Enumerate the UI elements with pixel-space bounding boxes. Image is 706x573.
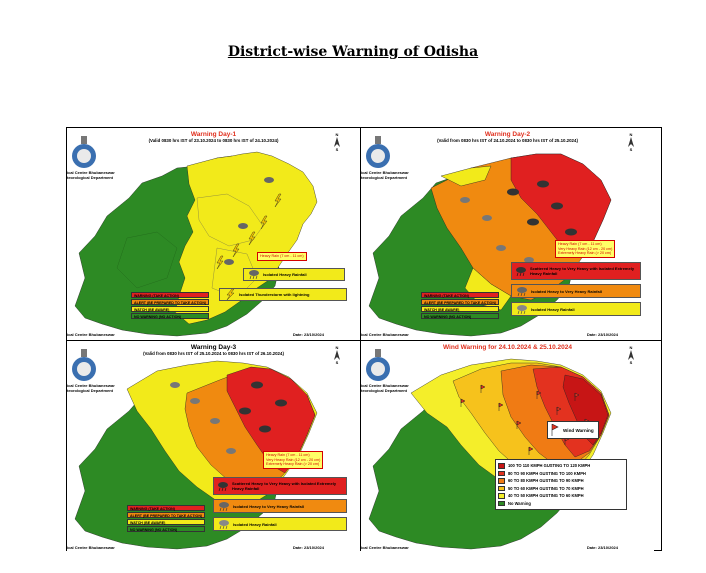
- bottom-centre-name: ical Centre Bhubaneswar: [361, 545, 409, 550]
- centre-name: ical Centre Bhubaneswar teorological Depa…: [361, 170, 409, 180]
- imd-logo-icon: [363, 132, 393, 172]
- wind-date: Date: 23/10/2024: [586, 545, 618, 550]
- day1-title: Warning Day-1: [190, 131, 237, 138]
- centre-name: ical Centre Bhubaneswar teorological Depa…: [67, 170, 115, 180]
- day2-legend-row-1: Scattered Heavy to Very Heavy with Isola…: [511, 262, 641, 280]
- imd-logo-icon: [69, 345, 99, 385]
- day2-panel: ical Centre Bhubaneswar teorological Depa…: [361, 128, 654, 340]
- heavy-rain-cloud-icon: [515, 266, 527, 277]
- rain-cloud-icon: [224, 177, 274, 265]
- day1-legend-row-2: Isolated Thunderstorm with lightning: [219, 288, 347, 301]
- day1-subtitle: (Valid 0830 hrs IST of 23.10.2024 to 083…: [148, 138, 279, 143]
- day2-rain-box: Heavy Rain (7 cm - 11 cm) Very Heavy Rai…: [555, 240, 616, 258]
- day1-rain-box: Heavy Rain (7 cm - 11 cm): [257, 252, 307, 261]
- north-arrow-icon: N S: [334, 132, 340, 152]
- day3-subtitle: (Valid from 0830 hrs IST of 25.10.2024 t…: [143, 351, 284, 356]
- rain-cloud-icon: [170, 382, 236, 454]
- day1-panel: ical Centre Bhubaneswar teorological Depa…: [67, 128, 360, 340]
- day1-warning-key: WARNING (TAKE ACTION) ALERT (BE PREPARED…: [131, 292, 210, 320]
- day3-title: Warning Day-3: [190, 344, 237, 351]
- grid-divider-vertical: [360, 128, 361, 550]
- wind-warning-box: Wind Warning: [547, 421, 599, 439]
- lightning-icon: [223, 289, 236, 300]
- imd-logo-icon: [69, 132, 99, 172]
- wind-title: Wind Warning for 24.10.2024 & 25.10.2024: [442, 344, 573, 351]
- heavy-rain-cloud-icon: [239, 381, 287, 433]
- day3-date: Date: 23/10/2024: [292, 545, 324, 550]
- rain-cloud-icon: [460, 197, 534, 263]
- day3-rain-box: Heavy Rain (7 cm - 11 cm) Very Heavy Rai…: [263, 451, 324, 469]
- wind-flag-icon: [551, 423, 559, 437]
- heavy-rain-cloud-icon: [217, 481, 229, 492]
- day2-date: Date: 23/10/2024: [586, 332, 618, 337]
- rain-cloud-icon: [247, 269, 260, 280]
- day2-title: Warning Day-2: [484, 131, 531, 138]
- day2-warning-key: WARNING (TAKE ACTION) ALERT (BE PREPARED…: [421, 292, 500, 320]
- day1-date: Date: 23/10/2024: [292, 332, 324, 337]
- rain-cloud-icon: [515, 304, 528, 315]
- day3-legend-row-3: Isolated Heavy Rainfall: [213, 517, 347, 531]
- day1-odisha-map: [74, 151, 318, 337]
- heavy-rain-cloud-icon: [507, 180, 577, 236]
- day2-legend-row-2: Isolated Heavy to Very Heavy Rainfall: [511, 284, 641, 298]
- rain-cloud-icon: [217, 519, 230, 530]
- grid-divider-horizontal: [67, 340, 661, 341]
- north-arrow-icon: N S: [628, 132, 634, 152]
- warning-maps-grid: ical Centre Bhubaneswar teorological Depa…: [66, 127, 662, 553]
- centre-name: ical Centre Bhubaneswar teorological Depa…: [361, 383, 409, 393]
- north-arrow-icon: N S: [334, 345, 340, 365]
- day3-legend-row-2: Isolated Heavy to Very Heavy Rainfall: [213, 499, 347, 513]
- day2-legend-row-3: Isolated Heavy Rainfall: [511, 302, 641, 316]
- bottom-centre-name: ical Centre Bhubaneswar: [67, 545, 115, 550]
- rain-cloud-icon: [515, 286, 528, 297]
- imd-logo-icon: [363, 345, 393, 385]
- page-title: District-wise Warning of Odisha: [227, 44, 479, 60]
- day3-legend-row-1: Scattered Heavy to Very Heavy with Isola…: [213, 477, 347, 495]
- bottom-centre-name: ical Centre Bhubaneswar: [67, 332, 115, 337]
- centre-name: ical Centre Bhubaneswar teorological Depa…: [67, 383, 115, 393]
- day3-warning-key: WARNING (TAKE ACTION) ALERT (BE PREPARED…: [127, 505, 206, 533]
- day2-subtitle: (Valid from 0830 hrs IST of 24.10.2024 t…: [437, 138, 578, 143]
- day3-panel: ical Centre Bhubaneswar teorological Depa…: [67, 341, 360, 553]
- rain-cloud-icon: [217, 501, 230, 512]
- day1-legend-row-1: Isolated Heavy Rainfall: [243, 268, 345, 281]
- wind-legend: 100 TO 110 KMPH GUSTING TO 120 KMPH 80 T…: [495, 459, 627, 510]
- north-arrow-icon: N S: [628, 345, 634, 365]
- lightning-icon: [216, 193, 282, 270]
- wind-odisha-map: [368, 358, 612, 550]
- bottom-centre-name: ical Centre Bhubaneswar: [361, 332, 409, 337]
- wind-panel: ical Centre Bhubaneswar teorological Depa…: [361, 341, 654, 553]
